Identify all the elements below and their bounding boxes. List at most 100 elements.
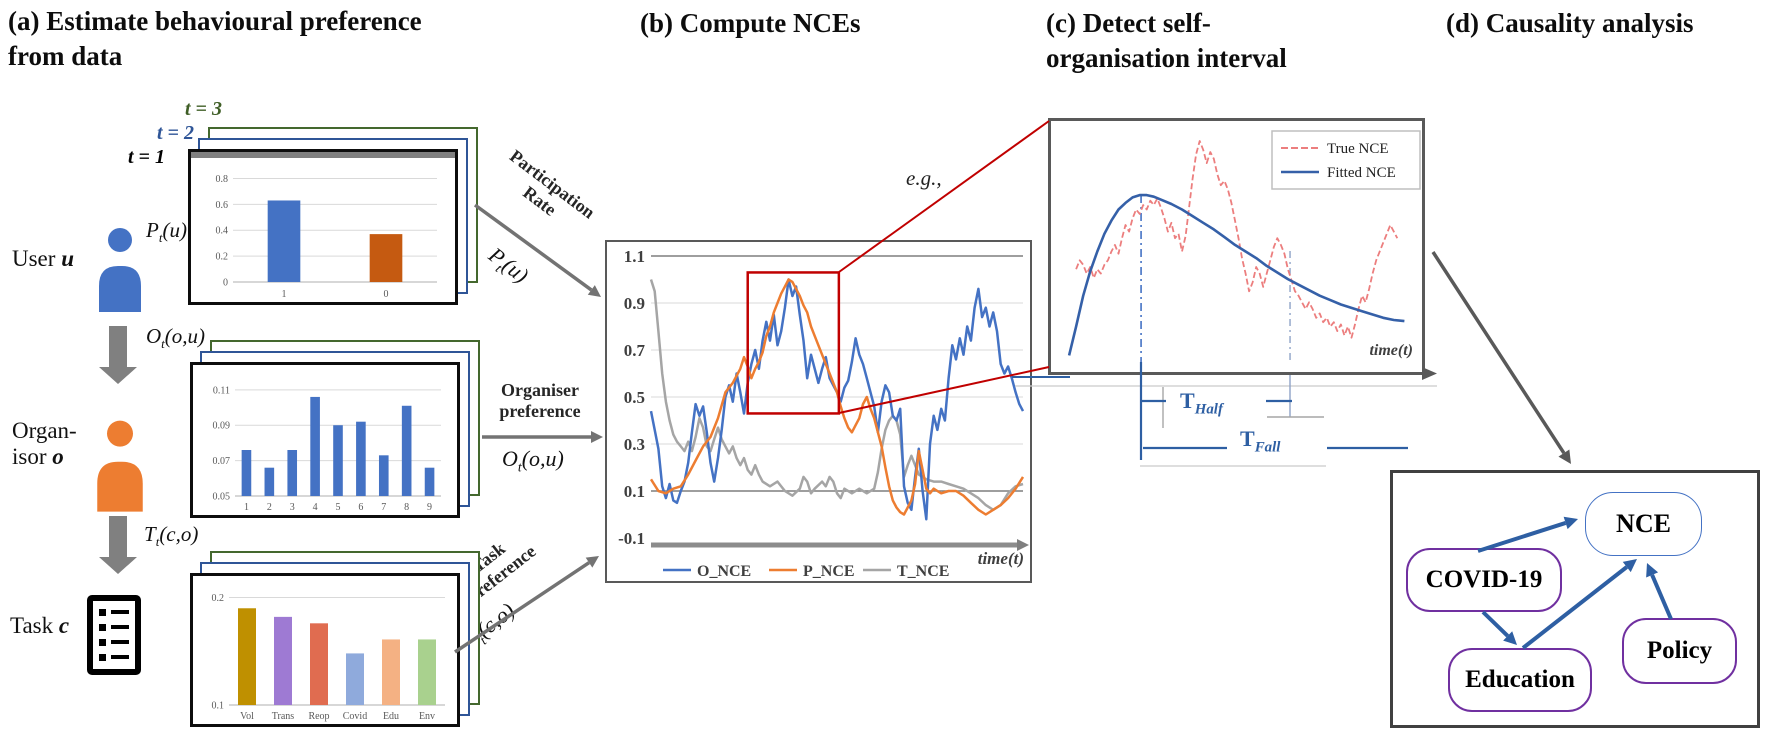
panel-c-title-line1: (c) Detect self- [1046,8,1211,38]
svg-text:9: 9 [427,502,432,513]
svg-text:0.8: 0.8 [216,174,229,185]
svg-text:0.1: 0.1 [212,701,225,712]
svg-text:1: 1 [282,289,287,300]
bar-5 [333,425,343,496]
svg-text:Edu: Edu [383,711,399,722]
svg-text:0.7: 0.7 [624,341,646,360]
panel-a-title-line1: (a) Estimate behavioural preference [8,6,422,36]
panel-c-title: (c) Detect self- organisation interval [1046,6,1287,76]
legend-label-P_NCE: P_NCE [803,563,855,580]
time-label-t2: t = 2 [157,122,194,144]
bar-Env [418,639,436,705]
node-education: Education [1448,648,1592,712]
svg-text:0.9: 0.9 [624,294,645,313]
svg-text:0.6: 0.6 [216,200,229,211]
panel-c-title-line2: organisation interval [1046,43,1287,74]
svg-text:0.1: 0.1 [624,482,645,501]
x-axis-label: time(t) [978,549,1024,568]
svg-text:Env: Env [419,711,435,722]
down-arrow-user-to-organiser [99,326,137,384]
legend-label-true: True NCE [1327,141,1389,157]
t-half-label: THalf [1180,388,1223,418]
task-preference-chart: 0.2 0.1 Vol Trans Reop Covid Edu Env [212,593,445,722]
fit-chart-box: True NCE Fitted NCE time(t) [1048,118,1425,375]
participation-rate-flow-symbol: Pt(u) [484,242,534,288]
bar-0 [369,234,403,282]
bar-9 [424,467,435,496]
panel-a-title-line2: from data [8,41,123,72]
legend-label-O_NCE: O_NCE [697,563,751,580]
organiser-preference-flow-symbol: Ot(o,u) [502,446,564,475]
c-to-d-arrow-head [1558,449,1571,464]
task-preference-arrow-head [585,556,599,568]
bar-6 [356,421,366,496]
svg-text:1: 1 [244,502,249,513]
node-nce: NCE [1585,492,1702,556]
svg-text:0: 0 [384,289,389,300]
nce-time-series-chart: 1.1 0.9 0.7 0.5 0.3 0.1 -0.1 time(t) O_NCE P_NCE T… [618,247,1029,580]
svg-text:Trans: Trans [272,711,295,722]
participation-rate-arrow-head [587,285,601,297]
legend-label-fitted: Fitted NCE [1327,165,1396,181]
task-checklist-icon [87,595,141,675]
panel-d-title: (d) Causality analysis [1446,8,1694,38]
stacked-page-org-front: 0.11 0.09 0.07 0.05 1 2 3 4 5 6 7 8 9 [190,362,460,518]
stacked-page-user-front: 0.8 0.6 0.4 0.2 0 1 0 [188,149,458,305]
svg-text:4: 4 [313,502,318,513]
bar-Covid [346,653,364,705]
user-label: User u [12,246,74,271]
svg-text:5: 5 [336,502,341,513]
panel-a-title: (a) Estimate behavioural preference from… [8,4,422,74]
svg-text:0.07: 0.07 [213,456,231,467]
inset-x-axis-label: time(t) [1369,342,1413,359]
eg-label: e.g., [906,166,942,190]
svg-text:0.4: 0.4 [216,226,229,237]
organiser-person-icon [97,420,143,512]
organiser-preference-flow-label: Organiser preference [499,380,581,421]
organiser-preference-arrow-head [591,431,603,443]
svg-text:0.3: 0.3 [624,435,645,454]
svg-text:0.11: 0.11 [213,385,230,396]
participation-rate-flow-label: Participation Rate [506,145,599,223]
svg-text:Vol: Vol [240,711,254,722]
legend-label-T_NCE: T_NCE [897,563,949,580]
svg-text:0.5: 0.5 [624,388,645,407]
organiser-symbol-arrow-label: Ot(o,u) [146,324,206,352]
time-label-t3: t = 3 [185,98,222,120]
bar-8 [401,405,412,496]
stacked-page-task-front: 0.2 0.1 Vol Trans Reop Covid Edu Env [190,573,460,727]
node-policy: Policy [1622,618,1737,684]
svg-text:0.2: 0.2 [216,252,229,263]
svg-text:8: 8 [404,502,409,513]
node-covid19: COVID-19 [1406,548,1562,612]
nce-chart-box: 1.1 0.9 0.7 0.5 0.3 0.1 -0.1 time(t) O_NCE P_NCE T… [605,240,1032,583]
user-person-icon [99,228,141,312]
bar-Reop [310,623,328,705]
bar-2 [264,467,275,496]
c-to-d-arrow [1431,251,1566,455]
bar-1 [241,450,252,496]
svg-text:-0.1: -0.1 [618,529,645,548]
task-label: Task c [10,613,70,638]
svg-text:0.05: 0.05 [213,492,231,503]
bar-Edu [382,639,400,705]
bar-4 [310,396,320,496]
svg-text:0: 0 [223,278,228,289]
svg-text:7: 7 [381,502,386,513]
svg-text:3: 3 [290,502,295,513]
svg-text:0.09: 0.09 [213,421,231,432]
svg-text:Reop: Reop [308,711,329,722]
bar-7 [378,455,389,496]
bar-3 [287,450,298,496]
bar-Trans [274,616,292,705]
participation-rate-symbol: Pt(u) [146,218,187,246]
page-top-band [191,152,455,158]
bar-Vol [238,608,256,705]
task-symbol-arrow-label: Tt(c,o) [144,522,199,550]
svg-text:Covid: Covid [343,711,367,722]
organiser-label: Organ- isor o [12,418,77,469]
time-label-t1: t = 1 [128,146,165,168]
true-vs-fitted-nce-chart: True NCE Fitted NCE time(t) [1067,130,1421,362]
t-fall-label: TFall [1240,426,1281,456]
